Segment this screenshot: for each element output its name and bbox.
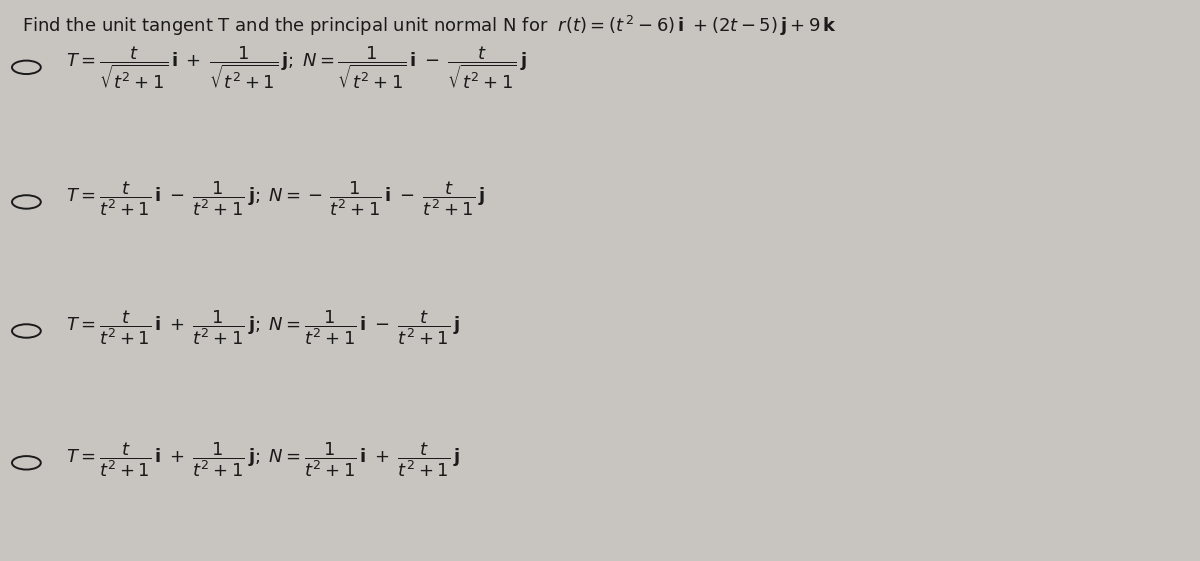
Text: Find the unit tangent T and the principal unit normal N for  $r(t) = (t^{\,2} - : Find the unit tangent T and the principa… [22, 14, 836, 38]
Text: $T = \dfrac{t}{t^2+1}\,\mathbf{i}\; -\; \dfrac{1}{t^2+1}\,\mathbf{j};\; N = -\,\: $T = \dfrac{t}{t^2+1}\,\mathbf{i}\; -\; … [66, 180, 485, 218]
Text: $T = \dfrac{t}{\sqrt{t^2+1}}\,\mathbf{i}\; +\; \dfrac{1}{\sqrt{t^2+1}}\,\mathbf{: $T = \dfrac{t}{\sqrt{t^2+1}}\,\mathbf{i}… [66, 45, 527, 92]
Text: $T = \dfrac{t}{t^2+1}\,\mathbf{i}\; +\; \dfrac{1}{t^2+1}\,\mathbf{j};\; N = \dfr: $T = \dfrac{t}{t^2+1}\,\mathbf{i}\; +\; … [66, 309, 460, 347]
Text: $T = \dfrac{t}{t^2+1}\,\mathbf{i}\; +\; \dfrac{1}{t^2+1}\,\mathbf{j};\; N = \dfr: $T = \dfrac{t}{t^2+1}\,\mathbf{i}\; +\; … [66, 440, 460, 479]
